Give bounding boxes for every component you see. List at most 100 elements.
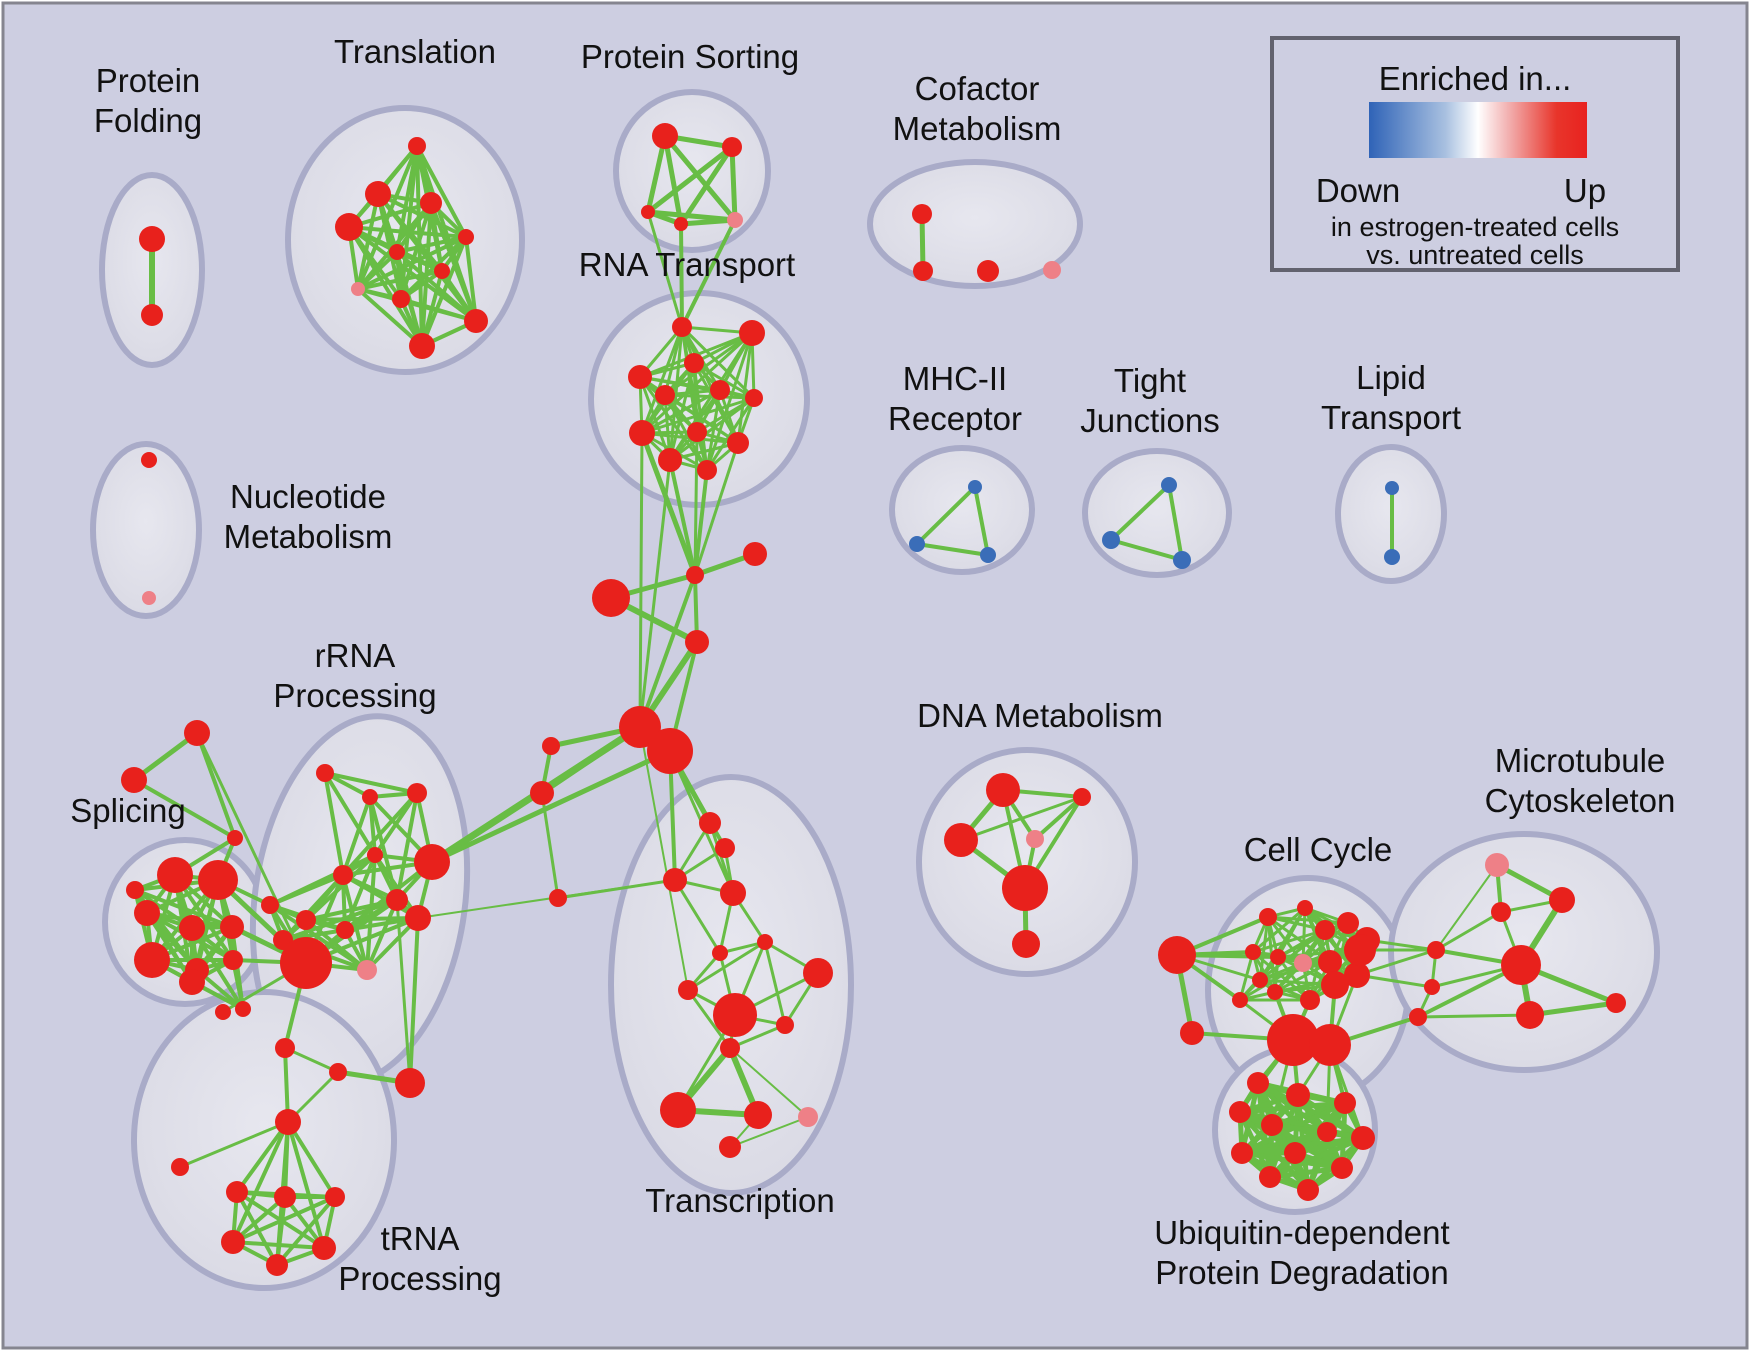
gene-set-node-hub2	[647, 728, 693, 774]
network-edge	[679, 222, 684, 329]
gene-set-node-rr_big	[414, 844, 450, 880]
gene-set-node-t9	[392, 290, 410, 308]
gene-set-node-br1	[1427, 941, 1445, 959]
gene-set-node-c6	[1245, 944, 1261, 960]
network-edge	[341, 873, 420, 920]
cluster-label-rna-transport: RNA Transport	[579, 246, 795, 283]
gene-set-node-rt10	[727, 432, 749, 454]
gene-set-node-co1	[912, 204, 932, 224]
gene-set-node-co2	[913, 261, 933, 281]
label-layer: Protein Folding Translation Protein Sorting…	[70, 33, 1675, 1297]
legend-caption-line2: vs. untreated cells	[1366, 240, 1584, 270]
network-edge	[973, 485, 990, 557]
gene-set-node-t3	[420, 192, 442, 214]
gene-set-node-ub9	[1284, 1142, 1306, 1164]
gene-set-node-rt5	[710, 380, 730, 400]
network-edge	[133, 888, 234, 929]
gene-set-node-d1	[986, 773, 1020, 807]
gene-set-node-t5	[458, 229, 474, 245]
gene-set-node-sp9	[179, 969, 205, 995]
cluster-mhc-ii-receptor	[889, 445, 1035, 575]
network-edge	[347, 201, 433, 229]
legend-title: Enriched in...	[1379, 60, 1572, 97]
network-edge	[347, 225, 424, 348]
gene-set-node-rt3	[628, 365, 652, 389]
gene-set-node-sp1	[157, 857, 193, 893]
gene-set-node-mt4	[1501, 945, 1541, 985]
network-edge	[729, 1047, 809, 1118]
gene-set-node-c14	[1321, 971, 1349, 999]
network-edge	[1033, 795, 1084, 841]
network-edge	[662, 133, 738, 223]
gene-set-node-ub1	[1247, 1072, 1269, 1094]
network-edge	[638, 458, 672, 729]
gene-set-node-rt12	[697, 460, 717, 480]
gene-set-node-ub6	[1317, 1122, 1337, 1142]
network-edge	[415, 144, 468, 239]
network-edge	[638, 573, 697, 729]
cluster-label-splicing: Splicing	[70, 792, 186, 829]
gene-set-node-rn4	[367, 847, 383, 863]
network-edge	[1258, 960, 1332, 982]
gene-set-node-rt4	[684, 353, 704, 373]
gene-set-node-g1	[226, 1181, 248, 1203]
gene-set-node-rn1	[316, 764, 334, 782]
gene-set-node-c10	[1344, 962, 1370, 988]
network-edge	[1416, 1013, 1532, 1019]
gene-set-node-rt1	[672, 317, 692, 337]
network-edge	[736, 331, 754, 445]
gene-set-node-rt6	[745, 389, 763, 407]
legend-caption-line1: in estrogen-treated cells	[1331, 212, 1619, 242]
gene-set-node-nu2	[142, 591, 156, 605]
network-edge	[275, 1195, 287, 1267]
gene-set-node-t7	[434, 263, 450, 279]
network-edge	[178, 1120, 290, 1169]
network-edge	[231, 1120, 290, 1244]
network-edge	[235, 1190, 279, 1267]
network-edge	[705, 388, 722, 472]
gene-set-node-sp5	[220, 915, 244, 939]
cluster-tight-junctions	[1082, 448, 1232, 578]
gene-set-node-q4	[720, 880, 746, 906]
gene-set-node-rt8	[629, 420, 655, 446]
network-edge	[323, 771, 377, 857]
gene-set-node-tj2	[1102, 531, 1120, 549]
cluster-label-cell-cycle: Cell Cycle	[1244, 831, 1393, 868]
cluster-label-microtubule-cytoskeleton: Microtubule Cytoskeleton	[1485, 742, 1676, 819]
gene-set-node-rt7	[655, 385, 675, 405]
gene-set-node-q12	[660, 1092, 696, 1128]
network-edge	[729, 144, 738, 223]
network-edge	[429, 748, 673, 865]
network-edge	[673, 878, 722, 955]
cluster-label-transcription: Transcription	[645, 1182, 835, 1219]
gene-set-node-d4	[944, 823, 978, 857]
legend-down-label: Down	[1316, 172, 1400, 209]
gene-set-node-t2	[365, 181, 391, 207]
gene-set-node-sp11	[126, 881, 144, 899]
network-edge	[356, 287, 424, 348]
gene-set-node-m4	[685, 630, 709, 654]
network-edge	[1167, 483, 1184, 562]
gene-set-node-G1	[1267, 1014, 1319, 1066]
gene-set-node-th	[275, 1109, 301, 1135]
gene-set-node-mt3	[1491, 902, 1511, 922]
network-edge	[1109, 483, 1171, 542]
gene-set-node-q15	[719, 1136, 741, 1158]
gene-set-node-lt1	[1385, 481, 1399, 495]
network-edge	[275, 1195, 337, 1267]
network-edge	[286, 1120, 326, 1250]
network-edge	[1355, 948, 1438, 977]
gene-set-node-ch3	[395, 1068, 425, 1098]
gene-set-node-d6	[1012, 930, 1040, 958]
cluster-label-trna-processing: tRNA Processing	[338, 1220, 501, 1297]
gene-set-node-co4	[1043, 261, 1061, 279]
network-edge	[365, 853, 377, 972]
network-edge	[639, 726, 689, 991]
network-edge	[645, 144, 735, 215]
gene-set-node-rn8	[357, 960, 377, 980]
gene-set-node-c13	[1232, 992, 1248, 1008]
network-edge	[464, 235, 478, 323]
gene-set-node-g5	[312, 1236, 336, 1260]
gene-set-node-ub7	[1351, 1126, 1375, 1150]
gene-set-node-rn5	[333, 865, 353, 885]
